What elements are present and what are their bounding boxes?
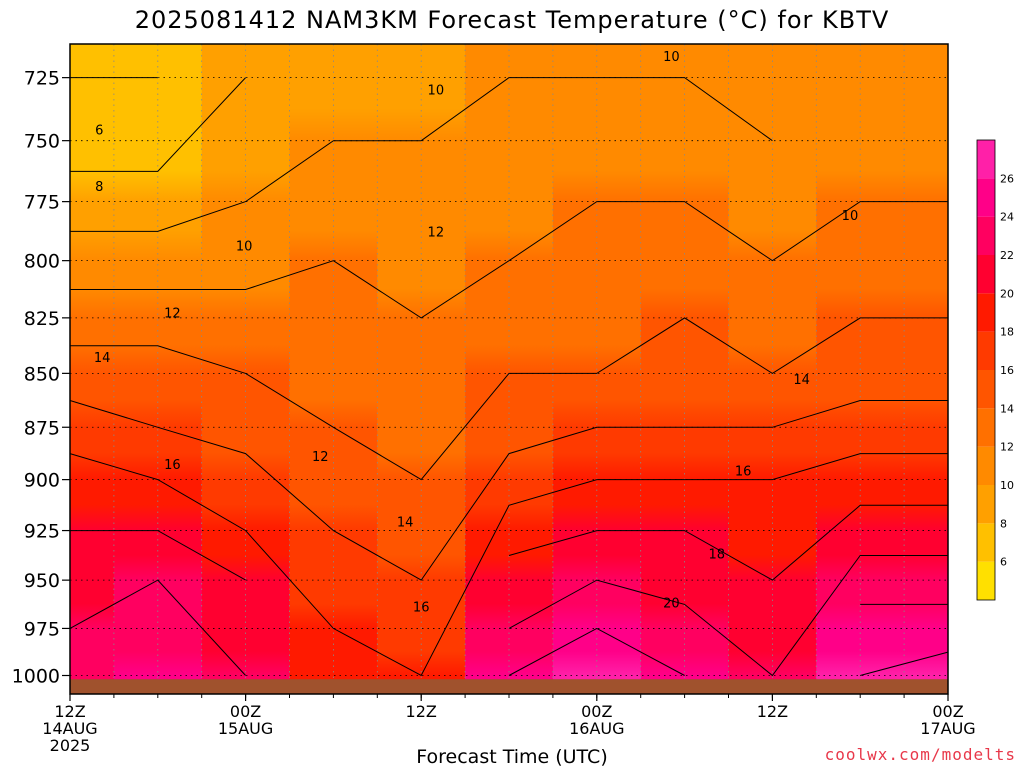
colorbar-band	[977, 561, 995, 600]
contour-label: 14	[397, 516, 414, 531]
x-tick-label: 17AUG	[920, 719, 975, 738]
contour-label: 10	[663, 50, 680, 65]
contour-line-26	[860, 651, 949, 676]
contour-label: 12	[164, 306, 181, 321]
colorbar-band	[977, 331, 995, 370]
y-tick-label: 900	[24, 470, 60, 492]
colorbar-label: 6	[1000, 556, 1007, 569]
contour-label: 10	[236, 240, 253, 255]
y-tick-label: 975	[24, 618, 60, 640]
chart-title: 2025081412 NAM3KM Forecast Temperature (…	[134, 6, 890, 34]
contour-line-22	[69, 555, 948, 677]
y-tick-label: 1000	[12, 666, 60, 688]
colorbar-band	[977, 255, 995, 294]
x-tick-label: 16AUG	[569, 719, 624, 738]
x-tick-label: 00Z	[581, 702, 612, 721]
colorbar-label: 12	[1000, 441, 1014, 454]
contour-label: 10	[428, 83, 445, 98]
field-column	[904, 44, 949, 694]
terrain-ground	[70, 679, 948, 694]
x-tick-label: 12Z	[757, 702, 788, 721]
x-tick-label: 12Z	[54, 702, 85, 721]
colorbar-label: 22	[1000, 249, 1014, 262]
colorbar-frame	[976, 139, 996, 601]
contour-line-8	[70, 77, 246, 172]
colorbar-band	[977, 523, 995, 562]
colorbar-band	[977, 140, 995, 179]
contour-line-10	[70, 77, 773, 232]
x-axis-title: Forecast Time (UTC)	[416, 746, 608, 768]
colorbar-label: 8	[1000, 517, 1007, 530]
colorbar-band	[977, 446, 995, 485]
colorbar-label: 16	[1000, 364, 1014, 377]
contour-label: 12	[428, 226, 445, 241]
contour-label: 8	[95, 180, 103, 195]
x-tick-label: 12Z	[406, 702, 437, 721]
contour-line-18	[69, 453, 948, 677]
x-tick-label: 2025	[50, 736, 91, 755]
colorbar-label: 10	[1000, 479, 1014, 492]
colorbar-band	[977, 216, 995, 255]
contour-label: 6	[95, 124, 103, 139]
grid-lines	[70, 44, 948, 694]
y-tick-label: 725	[24, 68, 60, 90]
y-tick-label: 875	[24, 417, 60, 439]
colorbar-label: 26	[1000, 172, 1014, 185]
x-tick-label: 15AUG	[218, 719, 273, 738]
contour-line-20	[70, 504, 948, 581]
contour-label: 14	[94, 351, 111, 366]
y-tick-label: 925	[24, 521, 60, 543]
colorbar-label: 14	[1000, 402, 1014, 415]
colorbar-band	[977, 485, 995, 524]
contour-line-12	[70, 201, 948, 319]
contour-labels: 6 8 10 10 10 10 12 12 12 14 14 14 16 16 16 18 20	[94, 50, 858, 615]
y-tick-label: 775	[24, 192, 60, 214]
y-tick-label: 750	[24, 131, 60, 153]
y-tick-label: 950	[24, 570, 60, 592]
colorbar-label: 20	[1000, 287, 1014, 300]
contour-line-24	[508, 603, 948, 676]
colorbar-label: 18	[1000, 326, 1014, 339]
colorbar-band	[977, 178, 995, 217]
field-column	[70, 44, 115, 694]
contour-label: 16	[735, 464, 752, 479]
contour-label: 12	[312, 450, 329, 465]
y-tick-label: 800	[24, 251, 60, 273]
contour-label: 14	[793, 373, 810, 388]
colorbar-band	[977, 408, 995, 447]
colorbar: 6 8 10 12 14 16 18 20 22 24 26	[976, 139, 1014, 601]
colorbar-band	[977, 370, 995, 409]
contour-line-14	[70, 317, 948, 481]
credit-link[interactable]: coolwx.com/modelts	[824, 745, 1016, 764]
contour-label: 20	[663, 596, 680, 611]
terrain	[70, 679, 948, 694]
contour-label: 16	[164, 458, 181, 473]
x-tick-label: 00Z	[230, 702, 261, 721]
colorbar-label: 24	[1000, 211, 1014, 224]
contour-lines	[69, 77, 949, 677]
y-tick-label: 850	[24, 363, 60, 385]
colorbar-band	[977, 293, 995, 332]
contour-label: 16	[413, 600, 430, 615]
y-tick-label: 825	[24, 308, 60, 330]
y-axis: 725 750 775 800 825 850 875 900 925 950 975 1000	[12, 68, 70, 688]
x-tick-label: 14AUG	[42, 719, 97, 738]
x-tick-label: 00Z	[932, 702, 963, 721]
contour-line-16	[69, 400, 948, 581]
contour-label: 18	[709, 548, 726, 563]
contour-label: 10	[842, 209, 859, 224]
